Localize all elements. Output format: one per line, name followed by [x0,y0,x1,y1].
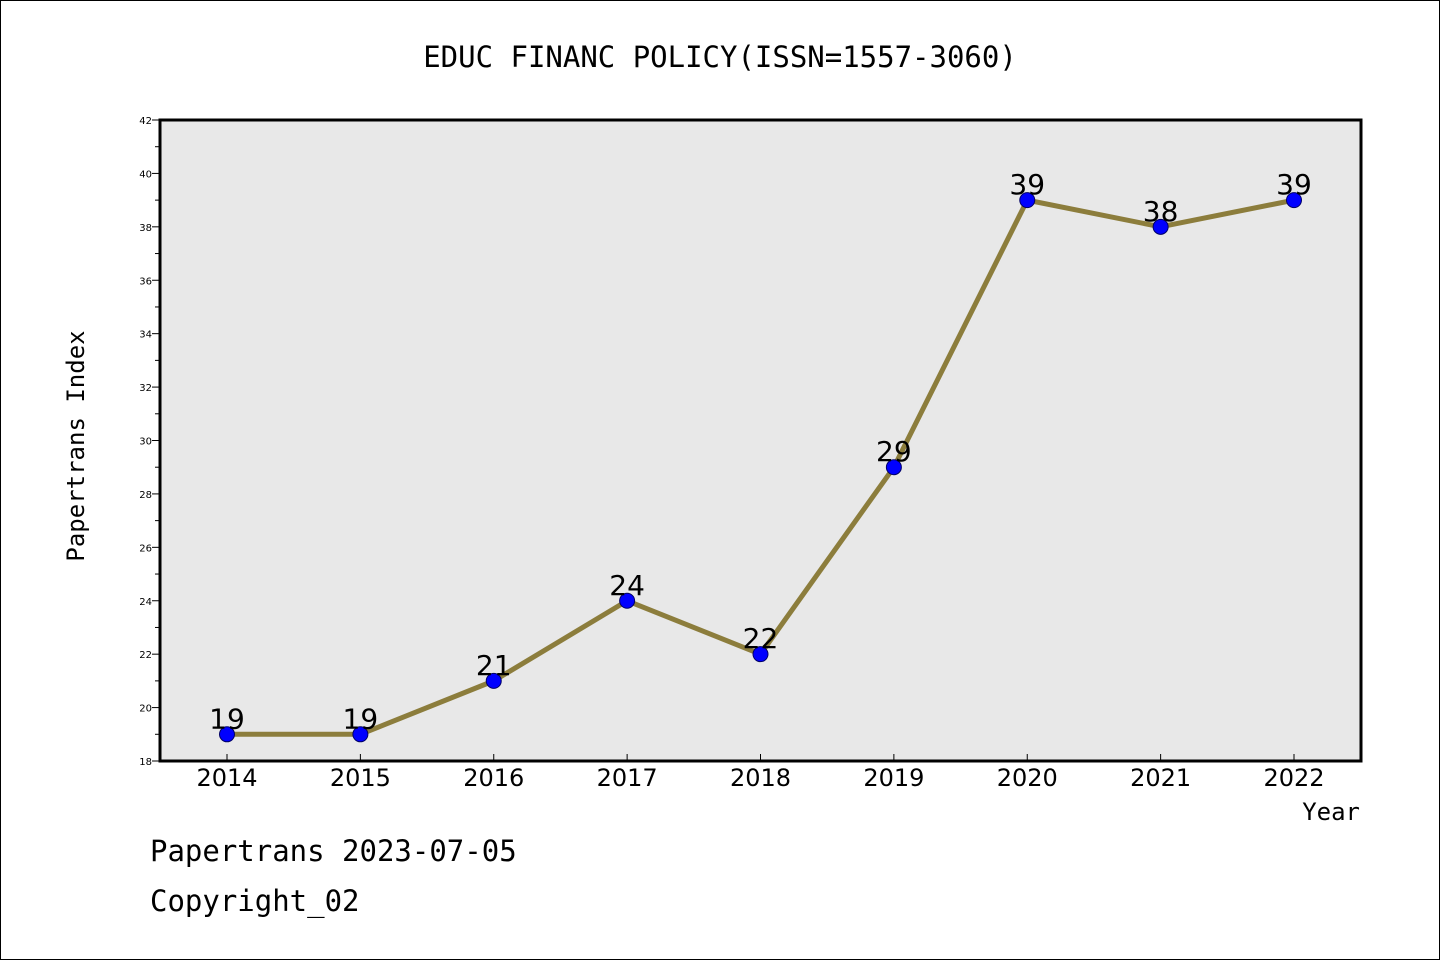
y-tick-label: 38 [139,223,152,234]
data-point [619,592,636,609]
x-tick-label: 2022 [1263,764,1324,792]
x-tick-label: 2020 [997,764,1058,792]
data-label: 39 [1276,168,1312,201]
y-tick-label: 20 [139,704,152,715]
data-point [1152,218,1169,235]
data-point [885,459,902,476]
x-tick-label: 2021 [1130,764,1191,792]
data-label: 22 [743,622,779,655]
data-point [1286,192,1302,209]
y-tick-label: 30 [139,437,152,448]
footer-date: Papertrans 2023-07-05 [150,834,517,868]
data-label: 29 [876,435,912,468]
x-tick-label: 2015 [330,764,391,792]
data-point [752,646,769,663]
data-point [1019,192,1036,209]
data-label: 24 [609,569,645,602]
y-tick-label: 22 [139,650,152,661]
y-axis: 18 20 22 24 26 28 30 32 34 36 38 40 42 [139,116,160,768]
y-tick-label: 26 [139,543,152,554]
x-axis-label: Year [1302,798,1360,826]
y-tick-label: 34 [139,330,152,341]
data-point [352,726,369,743]
plot-area [160,120,1361,761]
data-label: 39 [1009,168,1045,201]
y-tick-label: 42 [139,116,152,127]
y-tick-label: 36 [139,276,152,287]
series-layer: 19 19 21 24 22 29 39 38 39 [209,168,1312,743]
data-label: 38 [1143,195,1179,228]
y-axis-label: Papertrans Index [62,330,90,561]
x-tick-label: 2018 [730,764,791,792]
data-label: 19 [209,702,245,735]
data-label: 19 [343,702,379,735]
x-tick-label: 2017 [597,764,658,792]
y-tick-label: 32 [139,383,152,394]
x-tick-label: 2016 [463,764,524,792]
data-label: 21 [476,649,512,682]
y-tick-label: 24 [139,597,152,608]
chart-title: EDUC FINANC POLICY(ISSN=1557-3060) [423,40,1017,74]
x-tick-label: 2019 [863,764,924,792]
y-tick-label: 18 [139,757,152,768]
y-tick-label: 40 [139,169,152,180]
x-axis: 2014 2015 2016 2017 2018 2019 2020 2021 2022 [196,754,1325,792]
data-point [219,726,235,743]
footer-copyright: Copyright_02 [150,884,360,918]
y-tick-label: 28 [139,490,152,501]
x-tick-label: 2014 [196,764,257,792]
plot-border [158,118,1363,763]
data-point [485,672,502,689]
